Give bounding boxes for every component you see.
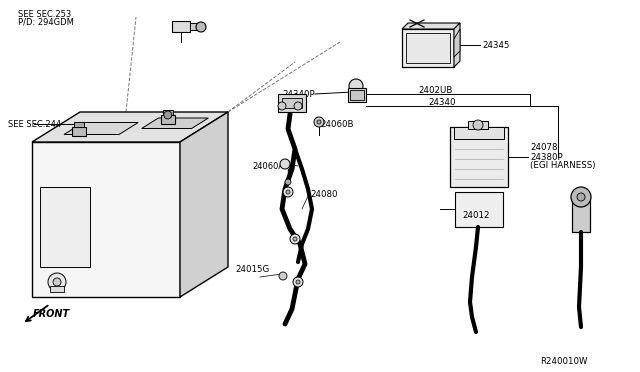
- Text: 24060B: 24060B: [320, 119, 353, 128]
- Circle shape: [577, 193, 585, 201]
- Polygon shape: [40, 187, 90, 267]
- Bar: [455, 192, 503, 227]
- Polygon shape: [64, 122, 138, 135]
- Circle shape: [280, 159, 290, 169]
- Bar: [454, 127, 504, 139]
- Bar: [348, 88, 366, 102]
- Text: 24345: 24345: [482, 41, 509, 49]
- Bar: [282, 98, 302, 108]
- Polygon shape: [180, 112, 228, 297]
- Circle shape: [293, 277, 303, 287]
- Circle shape: [283, 187, 293, 197]
- Circle shape: [286, 190, 290, 194]
- Text: SEE SEC.244: SEE SEC.244: [8, 119, 61, 128]
- Text: 24012: 24012: [462, 211, 490, 219]
- Circle shape: [53, 278, 61, 286]
- Circle shape: [571, 187, 591, 207]
- Bar: [74, 122, 84, 127]
- Circle shape: [293, 237, 297, 241]
- Text: 24078: 24078: [530, 142, 557, 151]
- Circle shape: [164, 111, 172, 119]
- Bar: [572, 200, 590, 232]
- Text: 24015G: 24015G: [235, 264, 269, 273]
- Text: 24380P: 24380P: [530, 153, 563, 161]
- Text: FRONT: FRONT: [33, 309, 70, 319]
- Circle shape: [285, 179, 291, 185]
- Circle shape: [48, 273, 66, 291]
- Polygon shape: [450, 127, 508, 187]
- Text: P/D: 294GDM: P/D: 294GDM: [18, 17, 74, 26]
- Circle shape: [317, 120, 321, 124]
- Polygon shape: [32, 112, 228, 142]
- Circle shape: [473, 120, 483, 130]
- Bar: [468, 121, 488, 129]
- Bar: [406, 33, 450, 63]
- Bar: [50, 286, 64, 292]
- Circle shape: [196, 22, 206, 32]
- Bar: [190, 23, 197, 30]
- Bar: [163, 110, 173, 115]
- Circle shape: [294, 102, 302, 110]
- Text: SEE SEC.253: SEE SEC.253: [18, 10, 71, 19]
- Text: 24340: 24340: [428, 97, 456, 106]
- Polygon shape: [454, 29, 460, 57]
- Bar: [172, 21, 190, 32]
- Bar: [72, 127, 86, 136]
- Polygon shape: [402, 23, 460, 29]
- Polygon shape: [141, 118, 209, 128]
- Circle shape: [314, 117, 324, 127]
- Circle shape: [296, 280, 300, 284]
- Polygon shape: [402, 29, 454, 67]
- Text: 24060AA: 24060AA: [252, 161, 290, 170]
- Bar: [161, 115, 175, 124]
- Circle shape: [290, 234, 300, 244]
- Bar: [278, 94, 306, 112]
- Text: 2402UB: 2402UB: [418, 86, 452, 94]
- Circle shape: [279, 272, 287, 280]
- Text: 24080: 24080: [310, 189, 337, 199]
- Text: (EGI HARNESS): (EGI HARNESS): [530, 160, 595, 170]
- Polygon shape: [454, 23, 460, 67]
- Text: 24340P: 24340P: [282, 90, 315, 99]
- Circle shape: [278, 102, 286, 110]
- Text: R240010W: R240010W: [540, 357, 588, 366]
- Circle shape: [349, 79, 363, 93]
- Polygon shape: [32, 142, 180, 297]
- Bar: [350, 90, 364, 100]
